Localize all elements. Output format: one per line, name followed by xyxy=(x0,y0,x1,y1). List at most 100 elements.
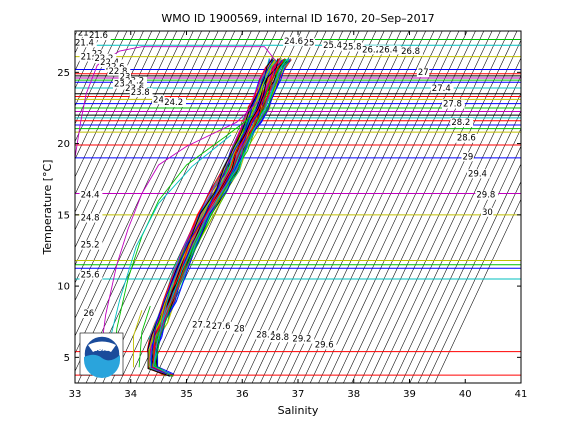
isopycnal-label-bg xyxy=(377,45,401,55)
isopycnal-label-bg xyxy=(455,133,479,143)
isopycnal-line xyxy=(359,39,521,383)
outlier-profile-line xyxy=(102,134,232,369)
profile-line xyxy=(153,58,288,375)
isopycnal-label: 24 xyxy=(153,95,164,105)
isopycnal-label-bg xyxy=(210,321,234,331)
isopycnal-label: 28.8 xyxy=(270,333,289,343)
isopycnal-label-bg xyxy=(129,88,153,98)
isopycnal-label-bg xyxy=(232,324,246,334)
profile-line xyxy=(153,60,290,377)
x-tick-label: 38 xyxy=(347,389,360,400)
isopycnal-line xyxy=(75,31,136,160)
isopycnal-line xyxy=(318,31,485,383)
isopycnal-line xyxy=(75,31,211,319)
isopycnal-label: 26.4 xyxy=(379,45,398,55)
isopycnal-label: 29.4 xyxy=(468,169,487,179)
isopycnal-label-bg xyxy=(441,99,465,109)
isopycnal-label-bg xyxy=(416,68,430,78)
isopycnal-label-bg xyxy=(480,207,494,217)
isopycnal-line xyxy=(293,31,460,383)
isopycnal-line xyxy=(309,31,476,383)
isopycnal-line xyxy=(75,31,178,249)
y-tick-label: 15 xyxy=(57,210,70,221)
isopycnal-labels: 21.221.621.421.82222.222.422.622.82323.2… xyxy=(75,28,499,350)
isopycnal-line xyxy=(384,92,521,383)
isopycnal-label-bg xyxy=(467,169,490,179)
isopycnal-label: 26 xyxy=(83,309,94,319)
outlier-profile-line xyxy=(138,305,151,368)
isopycnal-label: 25 xyxy=(304,38,315,48)
isopycnal-line xyxy=(218,31,385,383)
isopycnal-line xyxy=(75,31,194,284)
isopycnal-label-bg xyxy=(269,333,292,343)
isopycnal-label: 24.8 xyxy=(81,214,100,224)
x-tick-label: 36 xyxy=(236,389,249,400)
isopycnal-line xyxy=(75,31,111,107)
isopycnal-label-bg xyxy=(430,83,454,93)
isopycnal-label: 26.2 xyxy=(362,45,381,55)
isopycnal-label: 21.8 xyxy=(81,53,100,63)
profile-line xyxy=(152,60,284,376)
x-tick-label: 33 xyxy=(69,389,82,400)
isopycnal-label-bg xyxy=(107,66,131,76)
isopycnal-label-bg xyxy=(400,46,423,56)
y-tick-label: 20 xyxy=(57,139,70,150)
x-axis-ticks: 33 34 35 36 37 38 39 40 41 xyxy=(69,31,527,400)
isopycnal-label: 29.2 xyxy=(292,335,311,345)
isopycnal-label: 27 xyxy=(418,68,429,78)
isopycnal-label: 25.4 xyxy=(323,41,342,51)
isopycnal-line xyxy=(326,31,493,383)
isopycnal-label: 30 xyxy=(482,208,493,218)
isopycnal-line xyxy=(409,145,521,383)
isopycnal-line xyxy=(368,57,521,383)
isopycnal-label: 24.2 xyxy=(164,98,183,108)
isopycnal-line xyxy=(77,31,244,383)
isopycnal-line xyxy=(243,31,410,383)
isopycnal-label: 21.2 xyxy=(78,28,97,38)
isopycnal-label: 29.6 xyxy=(315,340,334,350)
isopycnal-label: 28.2 xyxy=(451,118,470,128)
isopycnal-line xyxy=(226,31,393,383)
isopycnal-label-bg xyxy=(163,98,186,108)
isopycnal-line xyxy=(110,31,277,383)
isopycnal-label: 23.4 xyxy=(114,80,133,90)
isopycnal-line xyxy=(260,31,427,383)
isopycnal-label: 25.6 xyxy=(81,271,100,281)
isopycnal-label: 28 xyxy=(234,325,245,335)
isopycnal-label-bg xyxy=(341,42,365,52)
isopycnal-label-bg xyxy=(152,95,165,105)
isopycnal-line xyxy=(268,31,435,383)
isopycnal-label: 27.2 xyxy=(192,320,211,330)
isopycnal-line xyxy=(160,31,327,383)
isopycnal-line xyxy=(75,31,186,266)
isopycnal-label-bg xyxy=(291,334,315,344)
isopycnal-label-bg xyxy=(79,213,103,223)
isopycnal-line xyxy=(251,31,418,383)
isopycnal-line xyxy=(401,127,521,383)
x-tick-label: 39 xyxy=(403,389,416,400)
isopycnal-line xyxy=(235,31,402,383)
isopycnal-label-bg xyxy=(302,38,315,48)
profile-line xyxy=(150,59,274,375)
isopycnal-line xyxy=(343,31,510,383)
isopycnal-label-bg xyxy=(255,330,278,340)
isopycnal-line xyxy=(285,31,451,383)
isopycnal-label: 29.8 xyxy=(476,191,495,201)
logo-wave xyxy=(84,354,120,378)
isopycnal-label-bg xyxy=(75,38,97,48)
y-tick-label: 5 xyxy=(64,353,70,364)
isopycnal-label-bg xyxy=(191,320,214,330)
isopycnal-label: 25.8 xyxy=(343,43,362,53)
isopycnal-label: 23.8 xyxy=(131,88,150,98)
x-tick-label: 35 xyxy=(180,389,193,400)
isopycnal-label: 29 xyxy=(462,152,473,162)
isopycnal-label: 27.6 xyxy=(212,322,231,332)
isopycnal-label: 25.2 xyxy=(81,241,100,251)
isopycnal-label-bg xyxy=(322,41,345,51)
isopycnal-label: 24.4 xyxy=(81,191,100,201)
x-axis-label: Salinity xyxy=(278,404,319,417)
logo-bird xyxy=(88,341,116,352)
isopycnal-line xyxy=(75,31,128,143)
isopycnal-line xyxy=(94,31,261,383)
